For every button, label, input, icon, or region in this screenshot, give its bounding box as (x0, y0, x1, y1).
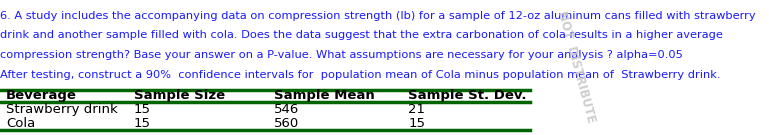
Text: 15: 15 (408, 117, 425, 130)
Text: drink and another sample filled with cola. Does the data suggest that the extra : drink and another sample filled with col… (0, 31, 723, 40)
Text: Sample St. Dev.: Sample St. Dev. (408, 89, 527, 102)
Text: compression strength? Base your answer on a P-value. What assumptions are necess: compression strength? Base your answer o… (0, 50, 683, 60)
Text: 15: 15 (134, 117, 151, 130)
Text: After testing, construct a 90%  confidence intervals for  population mean of Col: After testing, construct a 90% confidenc… (0, 70, 721, 80)
Text: Sample Mean: Sample Mean (275, 89, 375, 102)
Text: 560: 560 (275, 117, 299, 130)
Text: NOT  DISTRIBUTE: NOT DISTRIBUTE (554, 9, 597, 124)
Text: 546: 546 (275, 103, 299, 117)
Text: 21: 21 (408, 103, 425, 117)
Text: Sample Size: Sample Size (134, 89, 225, 102)
Text: Cola: Cola (6, 117, 35, 130)
Text: Strawberry drink: Strawberry drink (6, 103, 118, 117)
Text: Beverage: Beverage (6, 89, 77, 102)
Text: 15: 15 (134, 103, 151, 117)
Text: 6. A study includes the accompanying data on compression strength (lb) for a sam: 6. A study includes the accompanying dat… (0, 11, 756, 21)
